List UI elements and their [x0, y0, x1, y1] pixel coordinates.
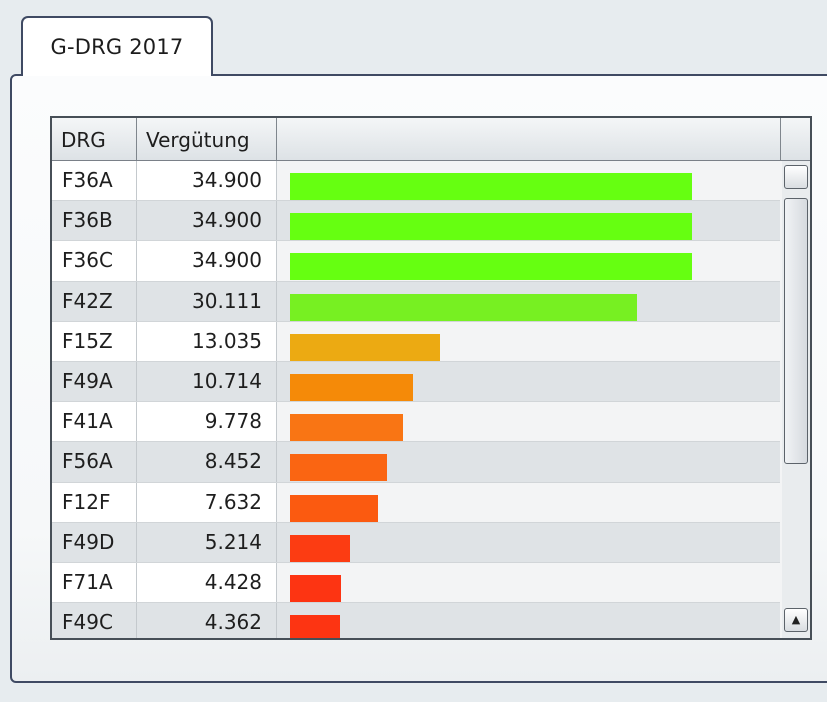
- cell-drg: F49C: [52, 603, 137, 638]
- value-bar: [290, 454, 387, 482]
- value-bar: [290, 494, 378, 522]
- cell-drg: F42Z: [52, 281, 137, 321]
- table-row[interactable]: F15Z 13.035: [52, 321, 780, 362]
- cell-verguetung: 34.900: [137, 201, 277, 241]
- table-row[interactable]: F49D 5.214: [52, 522, 780, 563]
- cell-verguetung: 34.900: [137, 161, 277, 201]
- chevron-up-icon: ▲: [791, 613, 801, 626]
- value-bar: [290, 373, 413, 401]
- cell-drg: F56A: [52, 442, 137, 482]
- table-row[interactable]: F49C 4.362: [52, 603, 780, 638]
- cell-drg: F15Z: [52, 321, 137, 361]
- table-row[interactable]: F49A 10.714: [52, 361, 780, 403]
- column-header-corner: [781, 118, 810, 160]
- value-bar: [290, 253, 692, 281]
- column-header-bar[interactable]: [277, 118, 781, 160]
- table-row[interactable]: F56A 8.452: [52, 442, 780, 483]
- cell-drg: F41A: [52, 402, 137, 442]
- cell-drg: F36A: [52, 161, 137, 201]
- scroll-thumb[interactable]: [784, 198, 808, 464]
- value-bar: [290, 574, 341, 602]
- cell-verguetung: 9.778: [137, 402, 277, 442]
- drg-table: DRG Vergütung F36A 34.900 F36B 34.900 F36C 34…: [50, 116, 812, 640]
- table-row[interactable]: F71A 4.428: [52, 562, 780, 604]
- cell-drg: F12F: [52, 482, 137, 522]
- table-row[interactable]: F36A 34.900: [52, 161, 780, 202]
- table-header: DRG Vergütung: [52, 118, 810, 161]
- cell-drg: F49A: [52, 361, 137, 402]
- cell-verguetung: 13.035: [137, 321, 277, 361]
- vertical-scrollbar[interactable]: ▲: [782, 161, 810, 638]
- value-bar: [290, 213, 692, 241]
- value-bar: [290, 293, 637, 321]
- column-header-verguetung-label: Vergütung: [146, 128, 250, 152]
- column-header-drg-label: DRG: [61, 128, 106, 152]
- column-header-drg[interactable]: DRG: [52, 118, 137, 160]
- table-body: F36A 34.900 F36B 34.900 F36C 34.900 F42Z 30.111…: [52, 161, 780, 638]
- table-row[interactable]: F42Z 30.111: [52, 281, 780, 322]
- table-row[interactable]: F12F 7.632: [52, 482, 780, 523]
- cell-verguetung: 7.632: [137, 482, 277, 522]
- cell-drg: F71A: [52, 562, 137, 603]
- cell-verguetung: 30.111: [137, 281, 277, 321]
- value-bar: [290, 534, 350, 562]
- cell-drg: F36B: [52, 201, 137, 241]
- cell-verguetung: 10.714: [137, 361, 277, 402]
- cell-drg: F49D: [52, 522, 137, 562]
- value-bar: [290, 333, 440, 361]
- scroll-up-button[interactable]: [784, 165, 808, 189]
- tab-g-drg-2017[interactable]: G-DRG 2017: [21, 16, 213, 76]
- table-row[interactable]: F36B 34.900: [52, 201, 780, 242]
- scroll-down-button[interactable]: ▲: [784, 608, 808, 632]
- table-row[interactable]: F36C 34.900: [52, 241, 780, 282]
- cell-verguetung: 8.452: [137, 442, 277, 482]
- tab-label: G-DRG 2017: [50, 35, 184, 59]
- value-bar: [290, 173, 692, 200]
- cell-drg: F36C: [52, 241, 137, 281]
- table-row[interactable]: F41A 9.778: [52, 402, 780, 443]
- value-bar: [290, 414, 403, 442]
- cell-verguetung: 4.428: [137, 562, 277, 603]
- cell-verguetung: 34.900: [137, 241, 277, 281]
- column-header-verguetung[interactable]: Vergütung: [137, 118, 277, 160]
- cell-verguetung: 5.214: [137, 522, 277, 562]
- cell-verguetung: 4.362: [137, 603, 277, 638]
- value-bar: [290, 615, 340, 638]
